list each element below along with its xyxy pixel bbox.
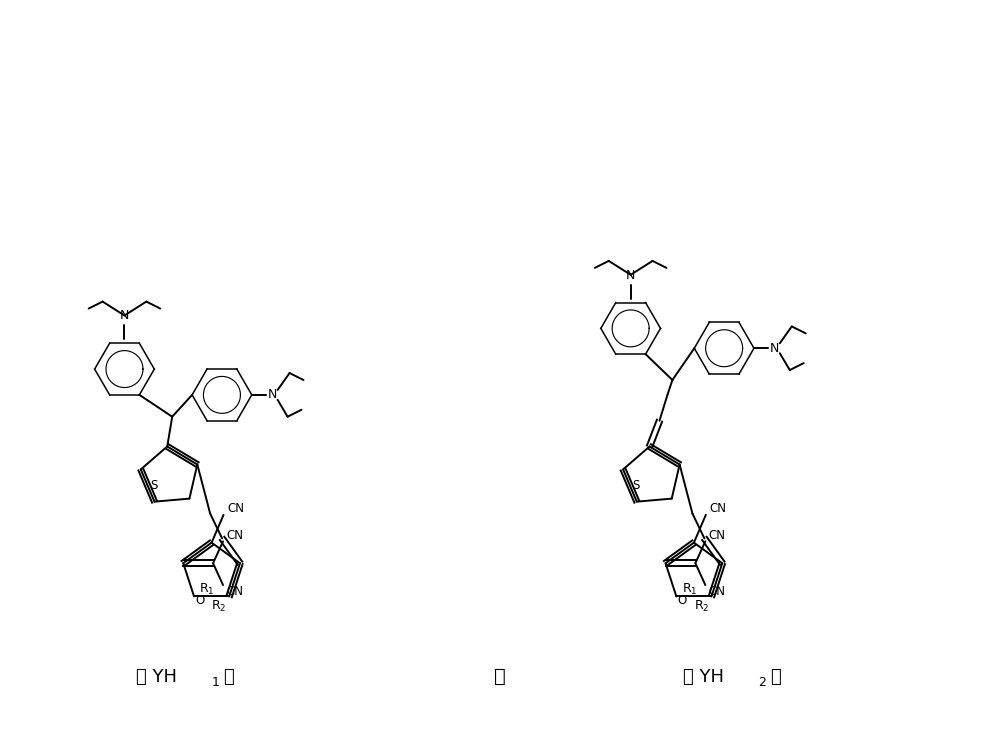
Text: O: O bbox=[195, 594, 205, 607]
Text: R$_2$: R$_2$ bbox=[694, 599, 709, 614]
Text: S: S bbox=[150, 479, 157, 492]
Text: R$_1$: R$_1$ bbox=[199, 582, 215, 597]
Text: N: N bbox=[120, 309, 129, 322]
Text: N: N bbox=[268, 389, 277, 402]
Text: S: S bbox=[632, 479, 640, 492]
Text: CN: CN bbox=[710, 502, 727, 515]
Text: 2: 2 bbox=[759, 676, 766, 689]
Text: R$_2$: R$_2$ bbox=[211, 599, 227, 614]
Text: O: O bbox=[678, 594, 687, 607]
Text: N: N bbox=[626, 269, 635, 281]
Text: 或: 或 bbox=[494, 667, 506, 686]
Text: CN: CN bbox=[226, 529, 243, 542]
Text: CN: CN bbox=[708, 529, 725, 542]
Text: CN: CN bbox=[228, 502, 245, 515]
Text: （ YH: （ YH bbox=[136, 668, 177, 685]
Text: ）: ） bbox=[770, 668, 781, 685]
Text: ）: ） bbox=[224, 668, 234, 685]
Text: N: N bbox=[770, 342, 779, 355]
Text: CN: CN bbox=[226, 585, 243, 599]
Text: （ YH: （ YH bbox=[683, 668, 724, 685]
Text: 1: 1 bbox=[212, 676, 219, 689]
Text: CN: CN bbox=[708, 585, 725, 599]
Text: R$_1$: R$_1$ bbox=[682, 582, 697, 597]
